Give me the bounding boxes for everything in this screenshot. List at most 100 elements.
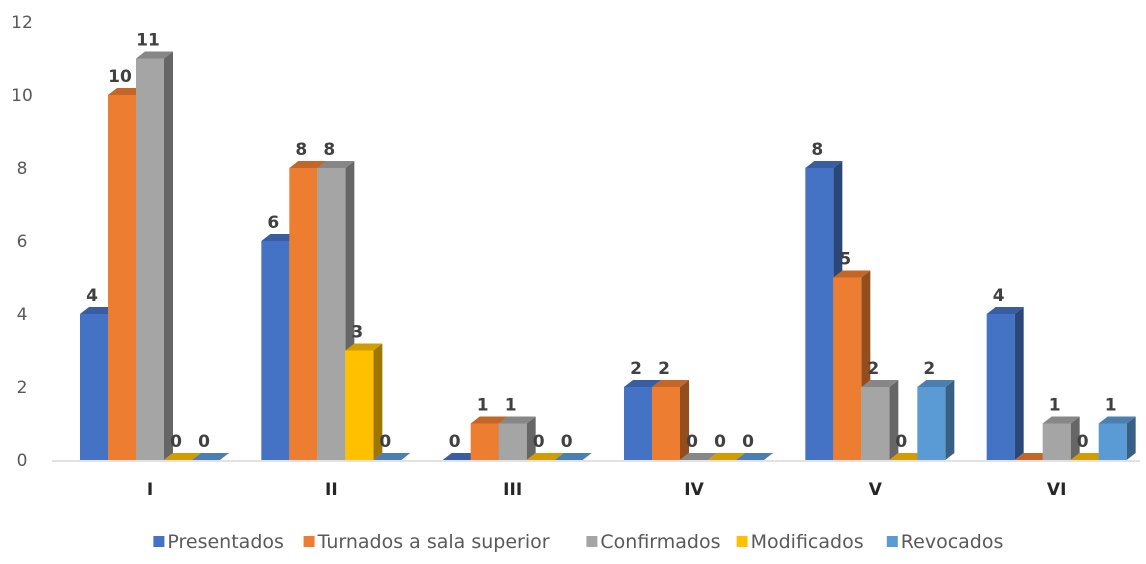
legend-item: Revocados: [886, 531, 1004, 553]
bar-top: [1070, 453, 1108, 460]
bar-side: [1014, 307, 1024, 460]
x-category-label: VI: [1047, 480, 1066, 500]
data-label: 8: [811, 140, 823, 160]
bar-top: [442, 453, 480, 460]
bar-side: [1070, 416, 1080, 460]
bar-top: [624, 380, 661, 387]
legend-label: Modificados: [751, 531, 864, 553]
bar-side: [164, 51, 173, 460]
data-label: 3: [351, 323, 363, 343]
bar-top: [652, 380, 689, 387]
bar-top: [261, 234, 299, 241]
bar: [373, 453, 411, 460]
bar: [1042, 416, 1080, 460]
bar-top: [680, 453, 717, 460]
data-label: 1: [505, 396, 517, 416]
bar-front: [108, 95, 136, 460]
bar-side: [945, 380, 955, 460]
bar-top: [136, 51, 173, 59]
data-label: 6: [267, 213, 279, 233]
bar: [554, 453, 592, 460]
legend-item: Turnados a sala superior: [303, 531, 550, 553]
y-tick-label: 8: [17, 159, 28, 179]
bar-side: [1126, 416, 1136, 460]
x-category-label: II: [325, 480, 338, 500]
data-label: 8: [323, 140, 335, 160]
data-label: 0: [170, 432, 182, 452]
legend-swatch: [153, 536, 165, 547]
bar-front: [498, 423, 527, 460]
data-label: 0: [198, 432, 210, 452]
data-label: 5: [839, 250, 851, 270]
bar-top: [805, 161, 843, 168]
bar-front: [470, 423, 499, 460]
bar-top: [1098, 416, 1136, 424]
bar-top: [708, 453, 745, 460]
y-tick-label: 6: [17, 232, 28, 252]
y-tick-label: 10: [11, 86, 33, 106]
bar-front: [917, 387, 946, 460]
x-category-label: I: [147, 480, 153, 500]
bar-side: [680, 380, 689, 460]
bar: [498, 416, 536, 460]
bar-front: [652, 387, 680, 460]
data-label: 0: [561, 432, 573, 452]
bar-top: [554, 453, 592, 460]
bar-top: [498, 416, 536, 424]
bar-front: [289, 168, 318, 460]
data-label: 0: [1077, 432, 1089, 452]
data-label: 10: [108, 67, 132, 87]
data-label: 0: [449, 432, 461, 452]
bar: [708, 453, 745, 460]
bar-front: [80, 314, 108, 460]
bar-front: [833, 277, 862, 460]
bars-layer: [80, 51, 1136, 460]
x-category-label: IV: [684, 480, 704, 500]
legend-item: Presentados: [153, 531, 284, 553]
legend-label: Revocados: [901, 531, 1004, 553]
bar-front: [1098, 423, 1127, 460]
bar: [986, 307, 1024, 460]
bar: [136, 51, 173, 460]
legend-item: Confirmados: [586, 531, 721, 553]
bar-top: [736, 453, 773, 460]
bar-front: [345, 350, 374, 460]
legend-swatch: [586, 536, 598, 547]
bar: [736, 453, 773, 460]
bar-top: [345, 343, 383, 351]
legend-item: Modificados: [736, 531, 864, 553]
data-label: 2: [923, 359, 935, 379]
x-category-label: III: [503, 480, 522, 500]
y-tick-label: 2: [17, 378, 28, 398]
bar-side: [889, 380, 899, 460]
data-label: 0: [742, 432, 754, 452]
bar-top: [289, 161, 327, 168]
bar-top: [80, 307, 117, 314]
bar-top: [986, 307, 1024, 314]
bar: [345, 343, 383, 460]
bar: [1070, 453, 1108, 460]
data-label: 0: [895, 432, 907, 452]
legend-label: Presentados: [167, 531, 284, 553]
bar-top: [373, 453, 411, 460]
bar-front: [317, 168, 346, 460]
bar-top: [164, 453, 201, 460]
y-tick-label: 12: [11, 13, 33, 33]
bar: [861, 380, 899, 460]
y-tick-label: 4: [17, 305, 28, 325]
bar-top: [889, 453, 927, 460]
data-label: 2: [867, 359, 879, 379]
bar-top: [470, 416, 508, 424]
data-label: 1: [1105, 396, 1117, 416]
bar-top: [1042, 416, 1080, 424]
bar-side: [526, 416, 536, 460]
bar: [680, 453, 717, 460]
bar-top: [192, 453, 229, 460]
bar-top: [1014, 453, 1052, 460]
bar: [1014, 453, 1052, 460]
bar: [889, 453, 927, 460]
data-label: 1: [1049, 396, 1061, 416]
bar: [442, 453, 480, 460]
